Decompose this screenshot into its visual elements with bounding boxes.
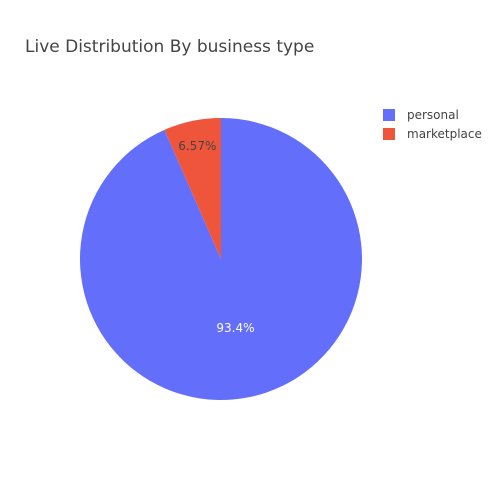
legend: personal marketplace <box>383 108 482 141</box>
legend-label-marketplace[interactable]: marketplace <box>407 127 482 141</box>
chart-title: Live Distribution By business type <box>25 37 314 57</box>
pie-slices <box>79 118 362 400</box>
pie-slice-label-personal: 93.4% <box>216 321 254 335</box>
pie-slice-labels: 93.4% 6.57% <box>178 139 254 335</box>
pie-slice-marketplace[interactable] <box>164 118 221 259</box>
legend-label-personal[interactable]: personal <box>407 108 459 122</box>
legend-swatch-marketplace[interactable] <box>383 128 395 140</box>
legend-swatch-personal[interactable] <box>383 109 395 121</box>
pie-slice-label-marketplace: 6.57% <box>178 139 216 153</box>
pie-slice-personal[interactable] <box>79 118 362 400</box>
